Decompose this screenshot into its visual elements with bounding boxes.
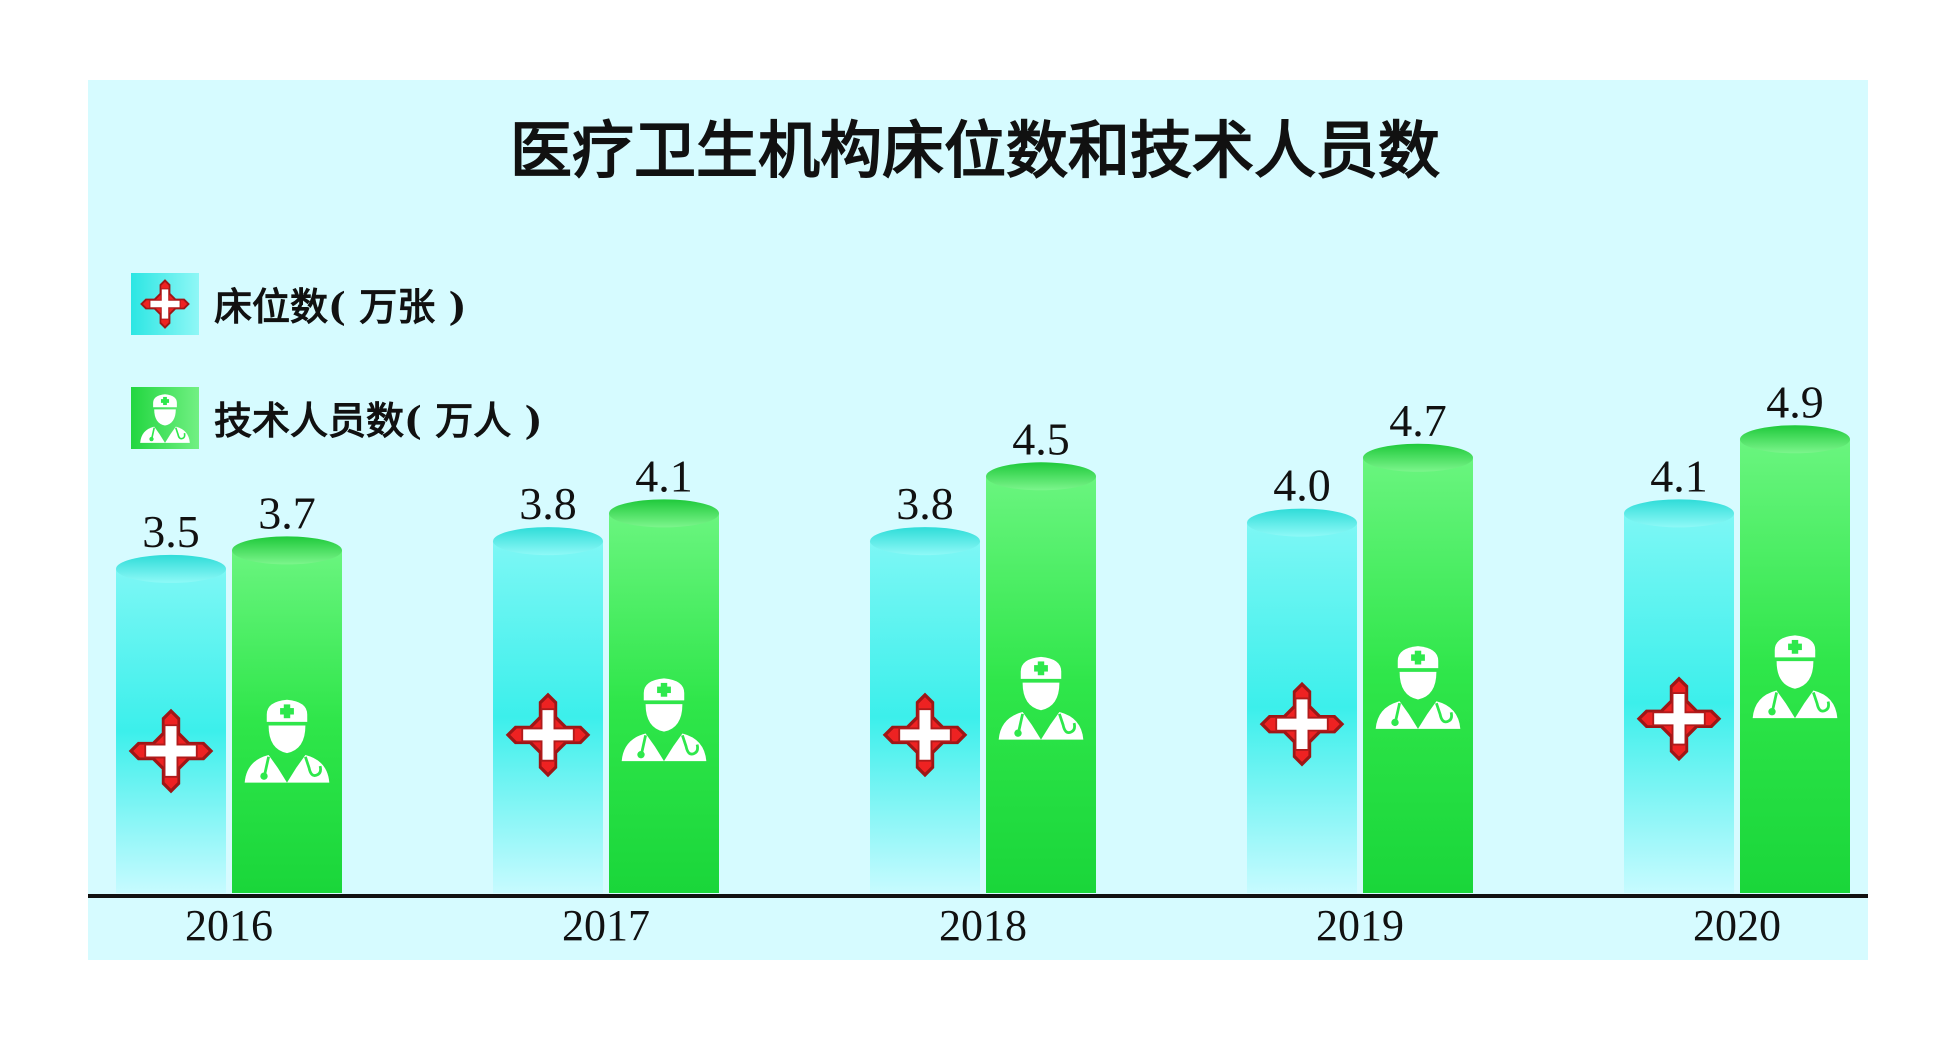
value-label-staff-2019: 4.7 (1389, 395, 1447, 446)
bar-cap-beds-2020 (1624, 499, 1734, 528)
bar-group-2016: 3.5 3.7 (116, 487, 342, 893)
value-label-staff-2016: 3.7 (258, 487, 316, 538)
bar-cap-beds-2016 (116, 554, 226, 583)
legend: 床位数( 万张 ) 技术人员数( 万人 ) (131, 273, 542, 449)
value-label-staff-2020: 4.9 (1766, 376, 1824, 427)
x-axis-ticks: 2016 2017 2018 2019 2020 (185, 901, 1781, 950)
bar-cap-beds-2018 (870, 527, 980, 556)
bar-cap-staff-2018 (986, 462, 1096, 491)
legend-label-staff: 技术人员数( 万人 ) (214, 398, 542, 443)
value-label-beds-2017: 3.8 (519, 478, 577, 529)
bar-group-2019: 4.0 4.7 (1247, 395, 1473, 893)
x-tick-2016: 2016 (185, 901, 273, 950)
x-tick-2019: 2019 (1316, 901, 1404, 950)
bar-cap-staff-2019 (1363, 443, 1473, 472)
value-label-beds-2016: 3.5 (142, 506, 200, 557)
x-tick-2018: 2018 (939, 901, 1027, 950)
value-label-staff-2017: 4.1 (635, 450, 693, 501)
chart-title: 医疗卫生机构床位数和技术人员数 (510, 114, 1440, 187)
legend-label-beds: 床位数( 万张 ) (214, 284, 466, 329)
value-label-beds-2018: 3.8 (896, 478, 954, 529)
bar-cap-beds-2017 (493, 527, 603, 556)
bar-group-2018: 3.8 4.5 (870, 413, 1096, 893)
bar-group-2017: 3.8 4.1 (493, 450, 719, 893)
bars-layer: 3.5 3.7 3.8 4.1 3.8 4.5 4.0 4.7 4.1 4.9 (116, 376, 1850, 893)
bar-cap-staff-2016 (232, 536, 342, 565)
bar-cap-staff-2020 (1740, 425, 1850, 454)
x-tick-2020: 2020 (1693, 901, 1781, 950)
bar-cap-staff-2017 (609, 499, 719, 528)
value-label-beds-2020: 4.1 (1650, 450, 1708, 501)
value-label-beds-2019: 4.0 (1273, 460, 1331, 511)
bar-staff-2017 (609, 513, 719, 893)
legend-item-beds: 床位数( 万张 ) (131, 273, 466, 335)
bar-cap-beds-2019 (1247, 508, 1357, 537)
x-tick-2017: 2017 (562, 901, 650, 950)
value-label-staff-2018: 4.5 (1012, 413, 1070, 464)
bar-group-2020: 4.1 4.9 (1624, 376, 1850, 893)
legend-item-staff: 技术人员数( 万人 ) (131, 387, 542, 449)
